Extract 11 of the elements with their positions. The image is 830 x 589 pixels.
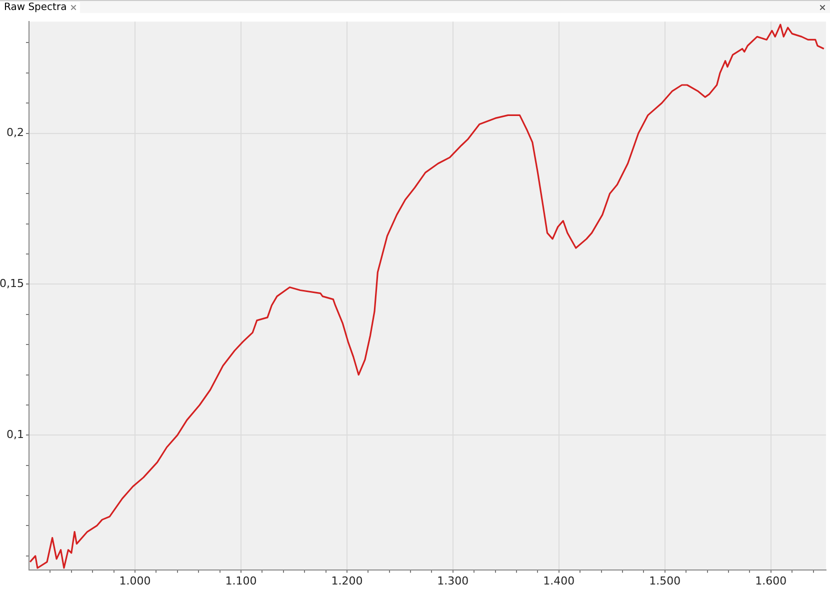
x-tick-label: 1.000 [119, 574, 151, 588]
x-tick-label: 1.500 [649, 574, 681, 588]
x-tick-label: 1.400 [543, 574, 575, 588]
x-tick-label: 1.300 [437, 574, 469, 588]
x-tick-label: 1.100 [225, 574, 257, 588]
x-tick-label: 1.600 [755, 574, 787, 588]
y-tick-label: 0,2 [6, 126, 24, 140]
chart-title: Raw Spectra [4, 2, 67, 12]
x-tick-label: 1.200 [331, 574, 363, 588]
y-tick-label: 0,15 [0, 277, 24, 290]
y-tick-label: 0,1 [6, 428, 24, 442]
